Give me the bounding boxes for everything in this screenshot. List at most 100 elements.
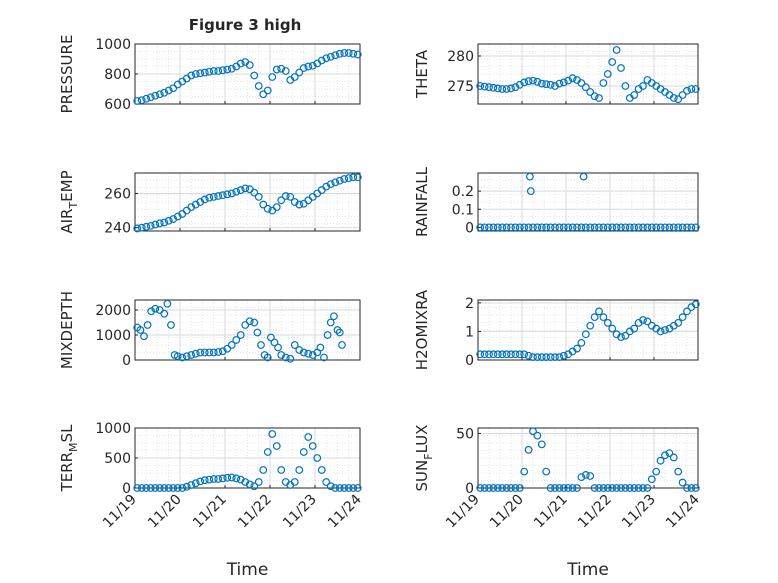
data-point [577,473,586,481]
data-point [151,91,160,100]
y-axis-label: AIRTEMP [58,170,80,233]
data-point [223,65,232,74]
x-tick-label: 11/24 [663,491,703,531]
data-point [625,223,634,232]
data-point [335,49,344,58]
data-point [634,223,643,232]
data-point [573,344,581,353]
data-point [476,82,485,90]
data-point [286,192,295,201]
data-point [205,348,214,357]
data-point [340,175,349,183]
y-tick-label: 50 [456,426,474,442]
data-point [326,52,335,61]
x-tick-label: 11/23 [280,492,320,532]
data-point [493,350,502,359]
data-point [511,350,520,359]
data-point [652,223,661,232]
data-point [489,350,498,359]
data-point [621,331,630,340]
data-point [245,317,254,326]
data-point [524,445,533,454]
data-point [489,484,498,492]
data-point [533,223,542,232]
data-point [353,173,362,182]
data-point [241,184,250,193]
data-point [214,67,223,75]
y-tick-label: 0 [465,220,474,236]
data-point [639,223,647,232]
data-point [163,299,172,308]
data-point [308,61,317,70]
data-point [617,333,625,342]
data-point [227,189,236,198]
data-point [326,180,335,188]
data-point [214,348,223,356]
data-point [223,473,232,482]
data-point [196,477,205,486]
subplot-mixdepth: 0 1000 2000 MIXDEPTH [58,291,361,369]
data-point [254,192,263,201]
y-axis-label: PRESSURE [58,35,76,114]
axes-box [477,172,699,232]
x-tick-label: 11/24 [325,491,365,531]
data-point [227,473,236,482]
x-tick-label: 11/19 [443,492,483,532]
data-point [542,467,551,476]
data-point [151,484,160,492]
data-point [537,353,546,362]
data-point [537,223,546,232]
data-point [290,341,299,349]
data-point [268,73,277,81]
data-point [630,324,639,333]
data-point [178,353,187,362]
data-point [299,348,308,357]
data-point [687,223,696,232]
data-point [529,353,537,362]
data-point [295,346,304,354]
data-point [209,348,218,357]
data-point [155,219,164,228]
data-point [178,484,187,492]
data-point [182,352,191,361]
data-point [146,93,155,102]
data-point [603,484,612,492]
data-point [250,318,259,327]
data-point [272,442,281,450]
data-point [515,80,524,89]
x-tick-label: 11/21 [531,492,571,532]
data-point [515,350,524,359]
x-tick-label: 11/21 [190,492,230,532]
data-point [290,478,299,486]
data-point [683,223,691,232]
data-point [529,223,537,232]
data-point [485,223,493,232]
data-point [581,83,590,92]
x-tick-label: 11/22 [575,492,615,532]
data-point [551,82,559,90]
data-point [542,353,551,362]
data-point [511,484,520,492]
data-point [617,223,625,232]
data-point [330,312,338,321]
data-point [214,475,223,483]
data-point [263,353,272,362]
data-point [142,222,151,231]
data-point [335,328,344,337]
data-point [529,427,537,436]
data-point [630,484,639,492]
data-point [678,91,687,99]
data-point [639,484,647,492]
figure-title: Figure 3 high [189,16,302,34]
data-point [316,343,325,352]
data-point [349,484,358,492]
data-point [277,196,286,205]
data-point [559,223,568,232]
data-point [160,309,169,318]
data-point [349,173,358,182]
data-point [218,474,227,483]
subplot-terr-msl: 0 500 1000 11/19 11/20 11/21 11/22 11/23 11/24 TE… [58,421,365,580]
data-point [586,88,595,96]
data-point [520,467,529,476]
